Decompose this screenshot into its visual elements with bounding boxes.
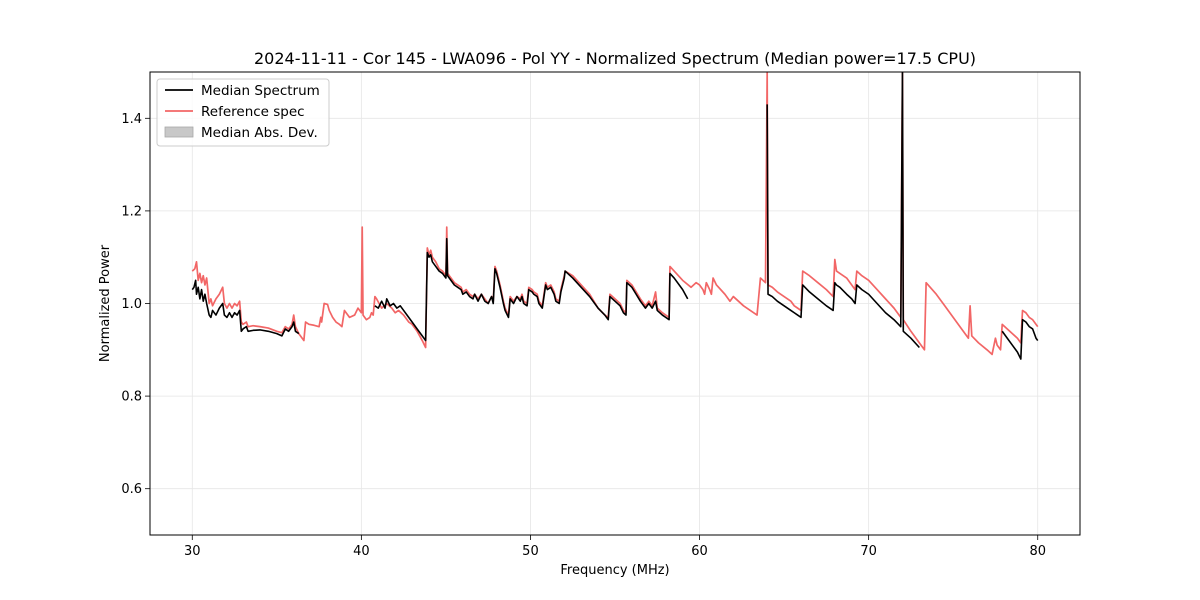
x-tick-label: 50 [522,544,539,559]
x-tick-label: 70 [860,544,877,559]
grid-lines [150,72,1080,535]
legend-label-median-spectrum: Median Spectrum [201,83,320,99]
legend-swatch-median-abs-dev [164,126,194,138]
legend: Median Spectrum Reference spec Median Ab… [156,78,330,147]
chart-title: 2024-11-11 - Cor 145 - LWA096 - Pol YY -… [254,49,976,68]
series-line-median-spectrum [191,279,300,337]
y-tick-label: 1.4 [121,112,142,127]
x-axis-label: Frequency (MHz) [560,563,669,578]
series-line-median-spectrum [1001,318,1039,360]
series-line-median-spectrum [374,237,689,342]
y-tick-label: 0.6 [121,482,142,497]
y-tick-label: 1.2 [121,204,142,219]
legend-label-reference-spec: Reference spec [201,104,305,120]
y-tick-label: 1.0 [121,297,142,312]
plot-series [191,72,1039,360]
x-tick-label: 80 [1029,544,1046,559]
y-axis-ticks: 0.6 0.8 1.0 1.2 1.4 [121,112,150,497]
x-tick-label: 60 [691,544,708,559]
y-axis-label: Normalized Power [98,244,113,362]
series-line-reference-spec [191,72,1039,356]
y-tick-label: 0.8 [121,390,142,405]
series-line-median-spectrum [766,72,920,349]
legend-box [156,78,330,147]
legend-label-median-abs-dev: Median Abs. Dev. [201,125,318,141]
x-tick-label: 40 [353,544,370,559]
x-axis-ticks: 30 40 50 60 70 80 [184,535,1046,559]
x-tick-label: 30 [184,544,201,559]
